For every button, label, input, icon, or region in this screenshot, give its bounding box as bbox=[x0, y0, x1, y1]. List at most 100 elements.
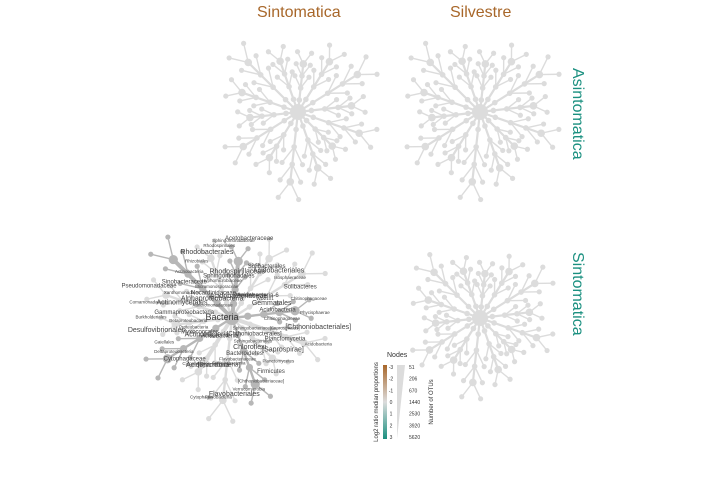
tree-node bbox=[515, 64, 522, 70]
tree-edge bbox=[303, 139, 309, 157]
tree-edge bbox=[435, 101, 453, 107]
tree-edge bbox=[536, 333, 553, 339]
tree-node bbox=[344, 90, 350, 96]
node-label: Bacteroidetes bbox=[226, 351, 263, 357]
tree-node bbox=[496, 343, 502, 349]
tree-edge bbox=[327, 75, 337, 94]
tree-node bbox=[308, 315, 314, 321]
tree-edge bbox=[510, 118, 529, 124]
tree-edge bbox=[278, 301, 294, 314]
tree-node bbox=[273, 371, 279, 377]
tree-node bbox=[450, 259, 456, 265]
node-label: Actinomycetales bbox=[156, 300, 207, 307]
tree-node bbox=[431, 126, 438, 133]
tree-node bbox=[249, 126, 256, 133]
tree-node bbox=[273, 158, 280, 164]
tree-node bbox=[419, 362, 425, 368]
tree-node bbox=[222, 268, 228, 274]
tree-node bbox=[449, 138, 455, 145]
tree-node bbox=[236, 123, 242, 129]
tree-edge bbox=[150, 253, 174, 261]
node-label: Hyphomicrobiaceae bbox=[202, 278, 242, 283]
node-label: [Chthoniobacteriales] bbox=[285, 324, 351, 331]
tree-node bbox=[318, 147, 324, 154]
tree-node bbox=[177, 280, 183, 287]
tree-edge bbox=[268, 249, 287, 260]
node-label: Acidobacteriia bbox=[201, 334, 239, 340]
tree-node bbox=[229, 300, 238, 308]
tree-node bbox=[513, 341, 519, 348]
tree-node bbox=[429, 107, 435, 114]
node-label: Solibacterales bbox=[248, 264, 286, 270]
tree-node bbox=[183, 288, 190, 294]
tree-edge bbox=[522, 328, 539, 334]
tree-node bbox=[251, 103, 257, 109]
tree-node bbox=[303, 117, 310, 124]
tree-node bbox=[485, 117, 492, 124]
tree-node bbox=[265, 65, 272, 71]
tree-node bbox=[327, 175, 334, 181]
legend-size-tick: 670 bbox=[409, 388, 418, 394]
legend-color-tick: 1 bbox=[390, 412, 393, 418]
tree-node bbox=[304, 329, 310, 335]
node-label-root: Bacteria bbox=[205, 312, 238, 322]
tree-node bbox=[359, 81, 365, 87]
tree-node bbox=[494, 126, 500, 132]
node-label: [Saprospirae] bbox=[262, 346, 304, 353]
tree-edge bbox=[343, 127, 356, 143]
node-label: Chitinophagaceae bbox=[291, 296, 328, 301]
tree-node bbox=[322, 270, 328, 277]
tree-edge bbox=[179, 282, 203, 290]
node-label: Deltaproteobacteria bbox=[154, 349, 194, 354]
tree-edge bbox=[429, 254, 435, 273]
tree-edge bbox=[440, 88, 453, 103]
tree-edge bbox=[160, 317, 176, 326]
tree-node bbox=[462, 361, 468, 368]
tree-node bbox=[428, 151, 434, 157]
tree-node bbox=[167, 283, 173, 289]
tree-panel-3 bbox=[410, 252, 556, 402]
tree-edge bbox=[230, 246, 239, 262]
node-label: Planctomycetia bbox=[265, 336, 306, 342]
tree-node bbox=[492, 99, 498, 106]
tree-node bbox=[230, 418, 236, 424]
tree-node bbox=[442, 280, 449, 287]
legend-size-tick: 51 bbox=[409, 365, 415, 371]
tree-edge bbox=[237, 248, 249, 262]
tree-node bbox=[341, 51, 347, 57]
node-label: Gemmata bbox=[234, 292, 254, 297]
node-label: Myxococcales bbox=[181, 330, 219, 336]
tree-edge bbox=[263, 313, 280, 323]
tree-edge bbox=[174, 315, 190, 324]
tree-node bbox=[232, 160, 238, 166]
tree-node bbox=[436, 288, 442, 294]
tree-node bbox=[539, 315, 545, 321]
tree-node bbox=[475, 331, 482, 337]
tree-node bbox=[232, 398, 238, 404]
tree-node bbox=[425, 346, 434, 354]
tree-node bbox=[442, 142, 448, 149]
tree-node bbox=[511, 359, 518, 365]
tree-node bbox=[310, 114, 317, 121]
legend-color-tick: -1 bbox=[389, 388, 394, 394]
tree-edge bbox=[210, 379, 226, 399]
node-label: TM7 bbox=[209, 334, 218, 339]
tree-node bbox=[428, 290, 435, 296]
tree-edge bbox=[285, 336, 301, 354]
tree-node bbox=[257, 251, 263, 257]
tree-node bbox=[205, 274, 211, 280]
node-label: Nocardioidaceae bbox=[191, 290, 237, 296]
tree-node bbox=[324, 148, 330, 154]
tree-edge bbox=[163, 300, 183, 306]
tree-node bbox=[274, 272, 280, 278]
legend-color-label: Log2 ratio median proportions bbox=[374, 362, 380, 442]
tree-edge bbox=[283, 263, 296, 286]
tree-edge bbox=[301, 252, 313, 275]
node-label: Gemmataceae bbox=[236, 292, 266, 297]
tree-edge bbox=[236, 262, 248, 276]
legend-size-wedge bbox=[397, 365, 405, 439]
tree-node bbox=[296, 196, 302, 203]
tree-edge bbox=[153, 279, 167, 296]
node-label: WD2101 bbox=[256, 296, 274, 301]
tree-edge bbox=[215, 255, 221, 274]
